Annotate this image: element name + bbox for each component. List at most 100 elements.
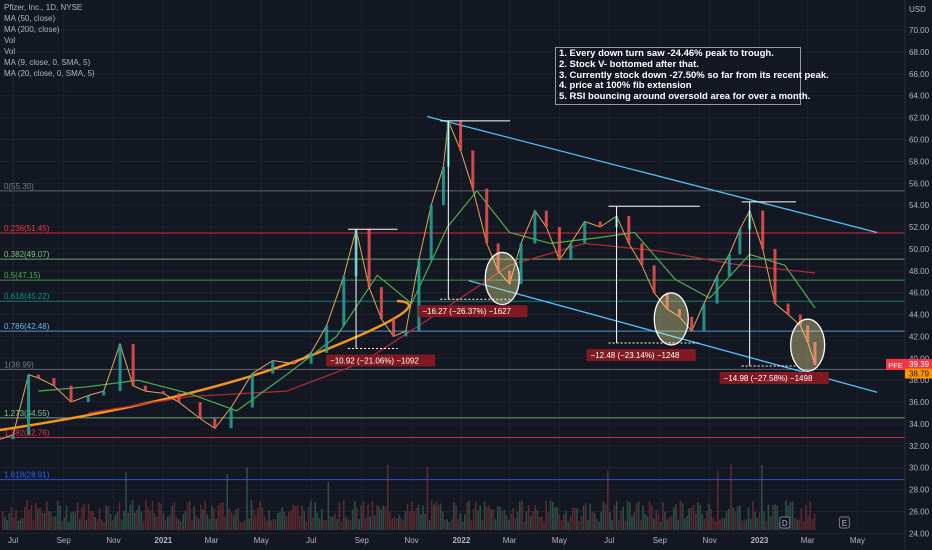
volume-bar <box>530 515 532 530</box>
volume-bar <box>202 509 204 530</box>
bottom-circle-2[interactable] <box>653 292 689 346</box>
volume-bar <box>719 519 721 530</box>
volume-bar <box>239 521 242 530</box>
volume-bar <box>492 509 495 530</box>
volume-bar <box>747 507 750 530</box>
volume-bar <box>41 512 44 530</box>
x-tick-label: Jul <box>306 536 316 545</box>
fib-extension[interactable]: 0(55.30) 0.236(51.45) 0.382(49.07) 0.5(47.1… <box>0 182 905 481</box>
volume-bar <box>129 504 132 530</box>
measure-label-box-4[interactable] <box>719 371 829 384</box>
volume-bar <box>591 511 594 530</box>
bottom-circle-3[interactable] <box>790 318 826 372</box>
volume-bar <box>125 471 127 530</box>
volume-bar <box>521 500 523 530</box>
volume-bar <box>567 521 569 530</box>
volume-bar <box>580 516 583 530</box>
volume-bar <box>354 501 356 530</box>
volume-bar <box>772 504 774 530</box>
volume-bar <box>527 505 530 530</box>
volume-bar <box>61 521 63 530</box>
legend-vol[interactable]: Vol <box>4 36 16 45</box>
symbol-tag-label: PFE <box>888 361 903 370</box>
volume-bar <box>514 518 517 530</box>
volume-bar <box>690 507 693 530</box>
legend-vol-2[interactable]: Vol <box>4 47 16 56</box>
event-marker-2[interactable] <box>838 516 850 529</box>
volume-bar <box>475 501 477 530</box>
legend-ma50[interactable]: MA (50, close) <box>4 14 56 23</box>
x-tick-label: Nov <box>703 536 717 545</box>
measure-label-2: −16.27 (−26.37%) −1627 <box>422 307 511 316</box>
bottom-circle-1[interactable] <box>484 251 520 306</box>
measure-label-box-2[interactable] <box>418 305 528 318</box>
volume-bar <box>246 467 248 530</box>
volume-bar <box>233 515 235 530</box>
candle <box>786 303 790 315</box>
volume-bar <box>72 511 74 530</box>
measure-label-box-1[interactable] <box>326 354 436 367</box>
event-marker-1[interactable] <box>779 516 791 529</box>
candle <box>118 344 122 392</box>
bottom-circles[interactable] <box>484 251 826 372</box>
volume-bar <box>268 510 270 530</box>
volume-bar <box>611 520 613 530</box>
volume-bar <box>356 507 358 530</box>
volume-bar <box>127 512 129 530</box>
volume-bar <box>156 516 158 530</box>
y-tick-label: 26.00 <box>909 507 930 516</box>
volume-bar <box>24 507 26 530</box>
volume-bar <box>149 510 151 530</box>
notes-box[interactable]: 1. Every down turn saw -24.46% peak to t… <box>555 47 829 105</box>
volume-bar <box>208 519 211 530</box>
volume-bar <box>10 507 13 530</box>
y-tick-label: 48.00 <box>909 267 930 276</box>
candle <box>325 325 329 353</box>
volume-bar <box>543 521 545 530</box>
volume-bar <box>442 511 444 530</box>
ma50-line <box>38 189 816 412</box>
x-tick-label: May <box>850 536 865 545</box>
measure-label-box-3[interactable] <box>586 348 696 361</box>
volume-bar <box>444 519 446 530</box>
volume-bar <box>785 500 787 530</box>
y-tick-label: 24.00 <box>909 529 930 538</box>
volume-bar <box>391 518 393 530</box>
volume-bar <box>76 502 79 530</box>
y-tick-label: 50.00 <box>909 245 930 254</box>
volume-bar <box>336 519 338 530</box>
legend-ma20[interactable]: MA (20, close, 0, SMA, 5) <box>4 69 95 78</box>
channel-line-1[interactable] <box>426 115 878 234</box>
prev-price-label: 38.79 <box>909 370 930 379</box>
volume-bar <box>640 519 642 530</box>
chart-title[interactable]: Pfizer, Inc., 1D, NYSE <box>4 3 83 12</box>
volume-bar <box>404 510 407 530</box>
volume-bar <box>468 500 470 530</box>
volume-bar <box>6 520 8 530</box>
volume-bar <box>378 506 380 530</box>
x-tick-label: Sep <box>355 536 370 545</box>
volume-bar <box>431 500 433 530</box>
note-2: 2. Stock V- bottomed after that. <box>559 58 699 70</box>
legend-ma9[interactable]: MA (9, close, 0, SMA, 5) <box>4 58 91 67</box>
volume-bar <box>692 504 695 530</box>
volume-bar <box>576 508 578 530</box>
volume-bar <box>420 514 422 530</box>
x-tick-label: Mar <box>205 536 219 545</box>
measurements[interactable]: −10.92 (−21.06%) −1092 −16.27 (−26.37%) −… <box>326 120 829 384</box>
volume-bar <box>794 517 796 530</box>
volume-bar <box>90 511 92 530</box>
legend-ma200[interactable]: MA (200, close) <box>4 25 60 34</box>
candle <box>761 210 765 249</box>
volume-bar <box>706 511 708 530</box>
volume-bar <box>43 512 46 530</box>
volume-bar <box>252 509 255 530</box>
candle <box>690 316 694 331</box>
volume-bar <box>547 511 550 530</box>
volume-bar <box>745 519 748 530</box>
candle <box>36 374 40 378</box>
volume-bar <box>101 519 103 530</box>
volume-bar <box>241 521 244 530</box>
moving-averages <box>38 189 816 414</box>
